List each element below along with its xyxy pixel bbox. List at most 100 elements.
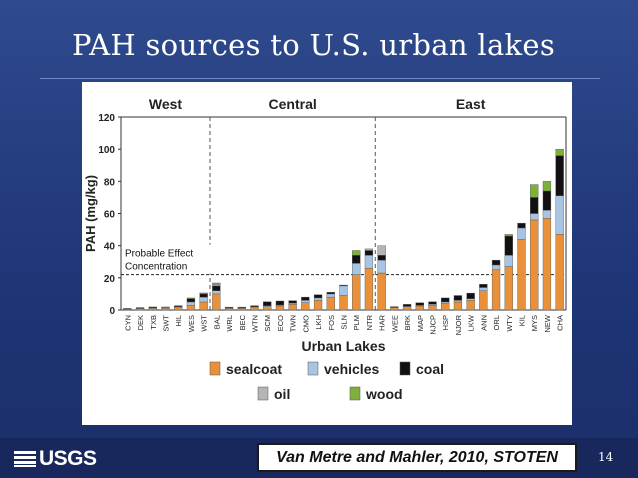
bar-segment-coal [313, 294, 323, 299]
bar-segment-vehicles [542, 210, 552, 219]
bar-segment-sealcoat [288, 304, 297, 311]
x-tick-label: ECO [276, 315, 285, 331]
bar-segment-coal [199, 293, 208, 298]
bar-segment-oil [212, 284, 221, 287]
reference-label-line2: Concentration [125, 262, 187, 273]
usgs-logo-text: USGS [39, 447, 97, 470]
bar-segment-coal [212, 285, 221, 291]
bar-segment-oil [364, 248, 374, 251]
bar-segment-vehicles [504, 255, 513, 267]
bar-segment-vehicles [326, 293, 335, 298]
bar-segment-vehicles [352, 263, 361, 275]
x-tick-label: BAL [212, 315, 221, 329]
bar-segment-sealcoat [352, 274, 361, 311]
y-tick-label: 100 [98, 145, 115, 156]
x-tick-label: NEW [543, 314, 552, 332]
bar-segment-coal [301, 296, 310, 301]
bar-segment-sealcoat [364, 267, 374, 311]
region-label: West [149, 96, 183, 112]
bar-segment-coal [250, 305, 259, 307]
bar-segment-sealcoat [186, 304, 196, 311]
legend-swatch-vehicles [307, 361, 319, 376]
bar-segment-sealcoat [326, 296, 335, 311]
bar-segment-coal [123, 308, 132, 310]
x-tick-label: WTN [251, 315, 260, 332]
y-tick-label: 60 [104, 210, 116, 221]
bar-segment-sealcoat [517, 239, 526, 311]
bar-segment-sealcoat [555, 234, 564, 311]
citation-box: Van Metre and Mahler, 2010, STOTEN [257, 443, 577, 472]
x-tick-label: KIL [518, 315, 527, 326]
bar-segment-coal [224, 306, 234, 309]
x-tick-label: WEE [390, 315, 399, 332]
bar-segment-vehicles [555, 195, 564, 235]
bar-segment-vehicles [453, 300, 463, 303]
bar-segment-vehicles [364, 255, 374, 269]
x-tick-label: NJCP [429, 315, 438, 335]
bar-segment-sealcoat [212, 293, 221, 311]
bar-segment-sealcoat [148, 308, 157, 311]
x-tick-label: ORL [492, 315, 501, 330]
bar-segment-sealcoat [199, 301, 208, 311]
bar-segment-sealcoat [466, 300, 475, 311]
bar-segment-coal [453, 295, 463, 301]
x-tick-label: NTR [365, 314, 374, 330]
stacked-bar-chart: 0 20 40 60 80 100 120 PAH (mg/kg) West Central Eas… [83, 96, 567, 402]
bar-segment-sealcoat [313, 300, 323, 311]
region-label: East [456, 96, 486, 112]
bar-segment-coal [428, 301, 437, 305]
x-tick-label: BRK [403, 315, 412, 330]
bar-segment-sealcoat [428, 304, 437, 311]
bar-segment-coal [491, 259, 501, 266]
bar-segment-vehicles [479, 287, 488, 291]
bar-segment-wood [530, 184, 539, 198]
bar-segment-sealcoat [263, 306, 272, 311]
legend-label-oil: oil [274, 386, 290, 402]
x-tick-label: FOS [327, 315, 336, 330]
bar-segment-sealcoat [250, 307, 259, 311]
bar-segment-sealcoat [479, 290, 488, 311]
legend-label-sealcoat: sealcoat [226, 361, 282, 377]
x-axis-label: Urban Lakes [301, 338, 385, 354]
bar-segment-wood [542, 181, 552, 192]
bar-segment-vehicles [339, 285, 348, 296]
bar-segment-coal [148, 306, 157, 308]
usgs-logo: USGS [14, 447, 97, 471]
x-tick-label: HIL [174, 315, 183, 327]
bar-segment-coal [352, 255, 361, 264]
x-tick-label: MAP [416, 315, 425, 331]
bar-segment-sealcoat [441, 303, 450, 311]
y-tick-label: 0 [109, 306, 115, 317]
x-tick-label: TXB [149, 315, 158, 330]
bar-segment-coal [479, 284, 488, 288]
bar-segment-coal [364, 250, 374, 256]
bar-segment-vehicles [301, 300, 310, 303]
bar-segment-sealcoat [237, 308, 246, 311]
bar-segment-coal [326, 292, 335, 295]
bar-segment-vehicles [212, 290, 221, 295]
y-tick-label: 40 [104, 242, 116, 253]
x-tick-label: HAR [378, 314, 387, 330]
legend-swatch-oil [257, 386, 269, 401]
usgs-wave-icon [14, 451, 36, 467]
bar-segment-coal [402, 304, 412, 307]
bar-segment-vehicles [491, 264, 501, 270]
x-tick-label: CMO [301, 315, 310, 333]
bar-segment-coal [288, 300, 297, 304]
bar-segment-coal [542, 190, 552, 211]
bar-segment-wood [555, 148, 564, 156]
bar-segment-coal [275, 300, 285, 306]
bar-segment-sealcoat [542, 218, 552, 311]
bar-segment-coal [339, 284, 348, 287]
bar-segment-coal [186, 298, 196, 303]
bar-segment-sealcoat [339, 295, 348, 311]
x-tick-label: SWT [162, 315, 171, 332]
x-tick-label: ANN [479, 315, 488, 331]
bar-segment-wood [352, 250, 361, 256]
bar-segment-vehicles [530, 213, 539, 221]
legend-label-wood: wood [365, 386, 403, 402]
bar-segment-oil [377, 245, 386, 256]
x-tick-label: WST [200, 315, 209, 332]
x-tick-label: SCM [263, 315, 272, 332]
region-label: Central [269, 96, 317, 112]
